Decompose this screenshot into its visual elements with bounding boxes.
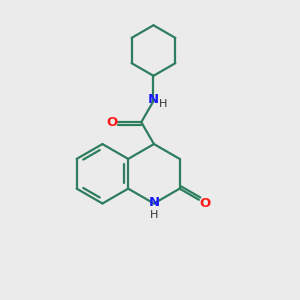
Text: N: N <box>147 93 158 106</box>
Text: H: H <box>150 210 158 220</box>
Text: O: O <box>106 116 117 129</box>
Text: H: H <box>159 99 167 109</box>
Text: N: N <box>148 196 160 208</box>
Text: O: O <box>199 196 210 210</box>
